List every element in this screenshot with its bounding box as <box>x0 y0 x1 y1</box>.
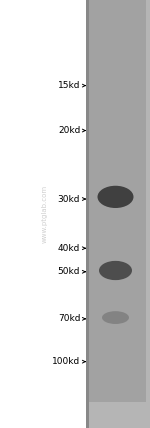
Text: 100kd: 100kd <box>52 357 80 366</box>
Text: 15kd: 15kd <box>58 81 80 90</box>
Ellipse shape <box>102 311 129 324</box>
Text: 30kd: 30kd <box>58 194 80 204</box>
Text: www.ptglab.com: www.ptglab.com <box>42 185 48 243</box>
Bar <box>0 0 86 428</box>
Bar <box>86 0 150 402</box>
Text: 20kd: 20kd <box>58 126 80 135</box>
Bar <box>86 0 88 428</box>
Text: 50kd: 50kd <box>58 267 80 276</box>
Ellipse shape <box>98 186 134 208</box>
Text: 70kd: 70kd <box>58 314 80 324</box>
Text: 40kd: 40kd <box>58 244 80 253</box>
Bar <box>146 0 150 428</box>
Ellipse shape <box>99 261 132 280</box>
Bar <box>86 402 150 428</box>
